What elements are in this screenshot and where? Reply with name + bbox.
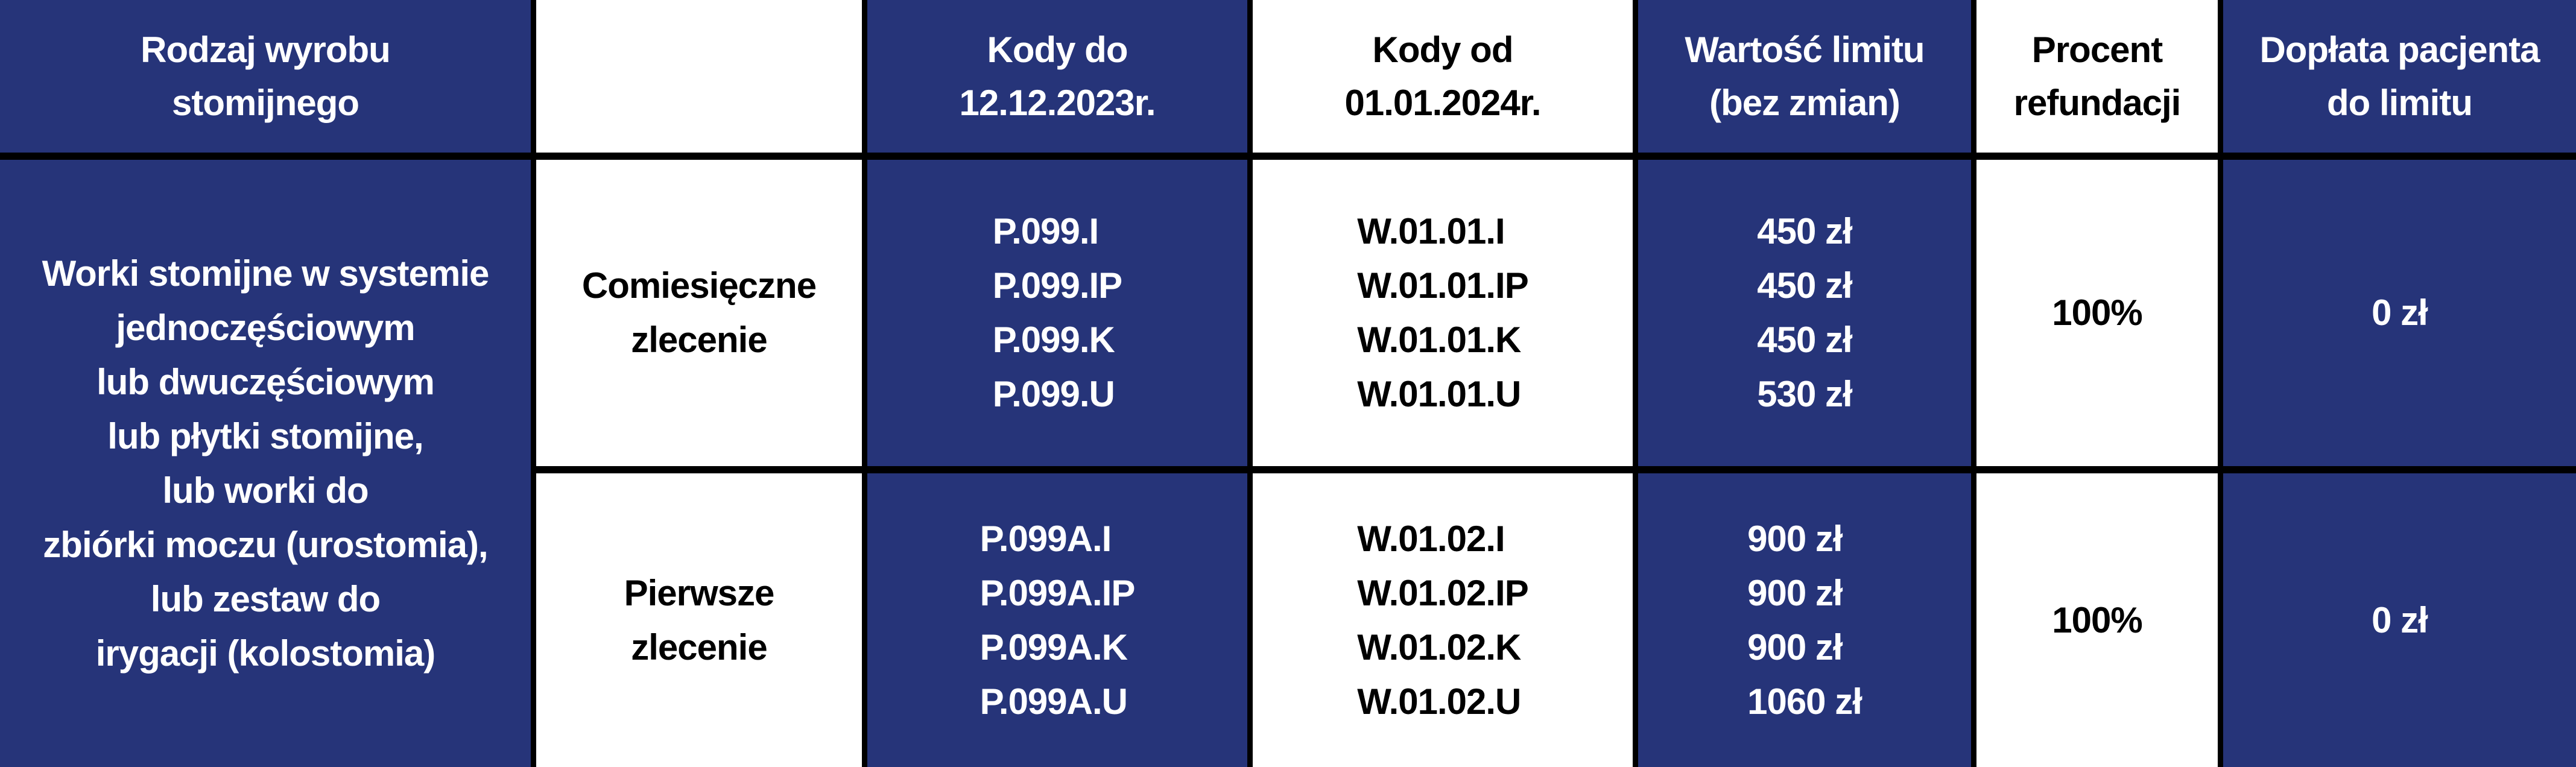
order-type-first: Pierwsze zlecenie [536, 473, 862, 767]
code: P.099.I [992, 211, 1099, 251]
code: P.099.K [992, 320, 1115, 360]
refund-first: 100% [1976, 473, 2218, 767]
code: P.099A.IP [979, 572, 1136, 613]
code: P.099A.U [979, 681, 1128, 722]
header-line: do limitu [2327, 82, 2473, 123]
header-line: Kody od [1372, 29, 1514, 70]
description-line: lub dwuczęściowym [97, 361, 435, 402]
old-codes-monthly: P.099.I P.099.IP P.099.K P.099.U [867, 160, 1247, 466]
refund-value: 100% [2052, 292, 2142, 333]
description-line: zbiórki moczu (urostomia), [43, 524, 488, 565]
order-type-line: Comiesięczne [581, 265, 817, 306]
copay-value: 0 zł [2372, 292, 2428, 333]
code: W.01.02.IP [1357, 572, 1528, 613]
header-line: Rodzaj wyrobu [141, 29, 391, 70]
limits-first: 900 zł 900 zł 900 zł 1060 zł [1638, 473, 1971, 767]
limits-monthly: 450 zł 450 zł 450 zł 530 zł [1638, 160, 1971, 466]
order-type-line: zlecenie [631, 627, 767, 668]
header-refund-percent: Procent refundacji [1976, 0, 2218, 153]
description-line: Worki stomijne w systemie [42, 253, 490, 294]
code: W.01.01.K [1357, 320, 1521, 360]
order-type-line: zlecenie [631, 320, 767, 360]
header-line: Kody do [987, 29, 1128, 70]
header-codes-until: Kody do 12.12.2023r. [867, 0, 1247, 153]
refund-monthly: 100% [1976, 160, 2218, 466]
code: P.099.IP [992, 265, 1122, 306]
description-line: lub worki do [162, 470, 369, 511]
header-line: 12.12.2023r. [959, 82, 1156, 123]
header-line: 01.01.2024r. [1344, 82, 1541, 123]
limit: 900 zł [1747, 518, 1843, 559]
description-line: jednoczęściowym [116, 307, 415, 348]
code: P.099A.K [979, 627, 1128, 668]
refund-value: 100% [2052, 599, 2142, 640]
code: W.01.01.IP [1357, 265, 1528, 306]
limit: 450 zł [1757, 320, 1852, 360]
header-limit-value: Wartość limitu (bez zmian) [1638, 0, 1971, 153]
header-line: (bez zmian) [1709, 82, 1900, 123]
header-codes-from: Kody od 01.01.2024r. [1253, 0, 1633, 153]
code: W.01.02.U [1357, 681, 1521, 722]
header-line: refundacji [2013, 82, 2182, 123]
description-line: lub płytki stomijne, [107, 415, 423, 456]
header-empty [536, 0, 862, 153]
header-patient-copay: Dopłata pacjenta do limitu [2223, 0, 2576, 153]
header-line: Dopłata pacjenta [2259, 29, 2540, 70]
order-type-line: Pierwsze [624, 572, 775, 613]
copay-first: 0 zł [2223, 473, 2576, 767]
limit: 450 zł [1757, 211, 1852, 251]
code: W.01.02.I [1357, 518, 1505, 559]
header-product-type: Rodzaj wyrobu stomijnego [0, 0, 531, 153]
limit: 900 zł [1747, 572, 1843, 613]
product-description: Worki stomijne w systemie jednoczęściowy… [0, 160, 531, 767]
code: P.099.U [992, 374, 1115, 414]
header-line: Wartość limitu [1685, 29, 1925, 70]
description-line: irygacji (kolostomia) [95, 633, 435, 674]
limit: 530 zł [1757, 374, 1852, 414]
code: P.099A.I [979, 518, 1112, 559]
code: W.01.01.U [1357, 374, 1521, 414]
code: W.01.02.K [1357, 627, 1521, 668]
limit: 450 zł [1757, 265, 1852, 306]
old-codes-first: P.099A.I P.099A.IP P.099A.K P.099A.U [867, 473, 1247, 767]
order-type-monthly: Comiesięczne zlecenie [536, 160, 862, 466]
code: W.01.01.I [1357, 211, 1505, 251]
header-line: stomijnego [171, 82, 359, 123]
description-line: lub zestaw do [150, 578, 381, 619]
limit: 1060 zł [1747, 681, 1862, 722]
new-codes-first: W.01.02.I W.01.02.IP W.01.02.K W.01.02.U [1253, 473, 1633, 767]
copay-monthly: 0 zł [2223, 160, 2576, 466]
limit: 900 zł [1747, 627, 1843, 668]
header-line: Procent [2031, 29, 2163, 70]
new-codes-monthly: W.01.01.I W.01.01.IP W.01.01.K W.01.01.U [1253, 160, 1633, 466]
copay-value: 0 zł [2372, 599, 2428, 640]
